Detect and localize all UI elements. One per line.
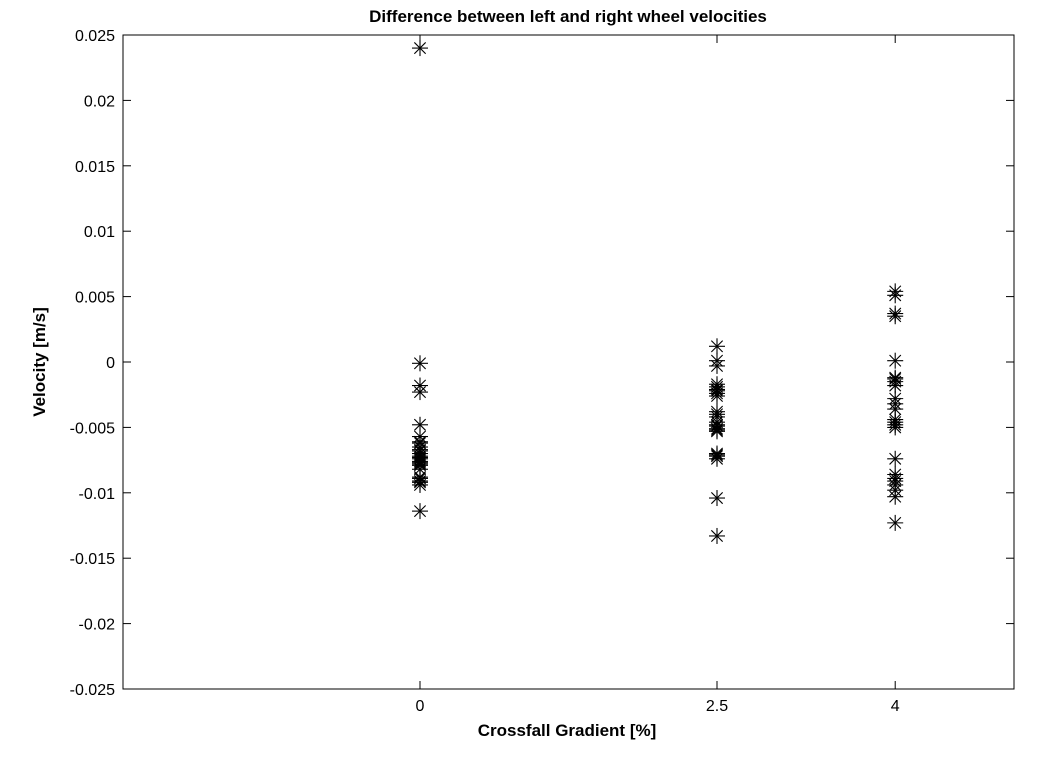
data-point [887, 450, 904, 467]
y-axis-label: Velocity [m/s] [30, 307, 49, 417]
y-tick-label: -0.005 [70, 420, 115, 437]
y-tick-label: 0.015 [75, 159, 115, 176]
data-points [412, 40, 904, 544]
data-point [887, 488, 904, 505]
data-point [887, 373, 904, 390]
data-point [887, 470, 904, 487]
data-point [412, 355, 428, 372]
data-point [709, 338, 725, 355]
y-axis: -0.025 -0.02 -0.015 -0.01 -0.005 0 0.005 0.01 0.… [70, 28, 1014, 699]
x-axis-label: Crossfall Gradient [%] [478, 721, 657, 740]
data-point [709, 490, 725, 507]
y-tick-label: -0.02 [79, 617, 116, 634]
data-point [887, 514, 904, 531]
plot-area [122, 34, 1015, 690]
data-point [412, 503, 428, 520]
data-point [709, 382, 725, 399]
x-tick-label: 2.5 [706, 698, 728, 715]
y-tick-label: 0.025 [75, 28, 115, 45]
data-point [412, 384, 428, 401]
data-point [412, 449, 428, 466]
x-tick-label: 0 [416, 698, 425, 715]
x-tick-label: 4 [891, 698, 900, 715]
data-point [709, 414, 725, 431]
data-point [887, 287, 904, 304]
data-point [709, 357, 725, 374]
y-tick-label: 0.02 [84, 93, 115, 110]
y-tick-label: -0.015 [70, 551, 115, 568]
data-point [887, 352, 904, 369]
data-point [412, 40, 428, 57]
y-tick-label: -0.01 [79, 486, 116, 503]
data-point [887, 308, 904, 325]
y-tick-label: 0.005 [75, 290, 115, 307]
chart-title: Difference between left and right wheel … [369, 7, 767, 26]
data-point [709, 446, 725, 463]
data-point [709, 527, 725, 544]
y-tick-label: 0.01 [84, 224, 115, 241]
data-point [887, 401, 904, 418]
data-point [412, 469, 428, 486]
y-tick-label: 0 [106, 355, 115, 372]
y-tick-label: -0.025 [70, 682, 115, 699]
